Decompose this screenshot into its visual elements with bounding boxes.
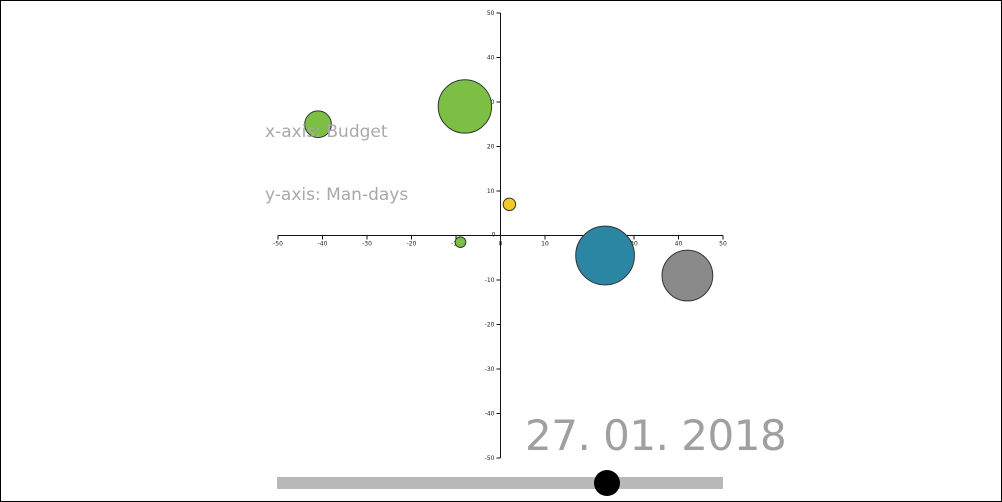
y-tick-label: -40 — [485, 411, 495, 418]
x-axis-note: x-axis: Budget — [265, 122, 388, 142]
x-tick-label: 50 — [719, 241, 727, 248]
y-tick-label: 10 — [487, 188, 495, 195]
x-tick-label: -20 — [407, 241, 417, 248]
timeline-slider-thumb[interactable] — [594, 470, 621, 496]
x-tick-label: -30 — [362, 241, 372, 248]
y-tick-label: 0 — [492, 232, 496, 239]
date-display: 27. 01. 2018 — [525, 411, 787, 460]
x-tick-label: 30 — [630, 241, 638, 248]
bubble — [502, 197, 517, 212]
x-tick-label: 40 — [675, 241, 683, 248]
y-tick-label: -20 — [485, 322, 495, 329]
bubble — [454, 236, 467, 249]
y-tick-label: -30 — [485, 366, 495, 373]
bubble — [661, 249, 714, 302]
y-tick-label: -50 — [485, 455, 495, 462]
x-tick-label: 0 — [499, 241, 503, 248]
x-tick-label: 10 — [541, 241, 549, 248]
y-tick-label: 20 — [487, 144, 495, 151]
x-tick-label: -50 — [273, 241, 283, 248]
y-axis-note: y-axis: Man-days — [265, 185, 409, 205]
bubble — [304, 110, 332, 139]
bubble — [437, 79, 493, 134]
x-tick-label: -40 — [318, 241, 328, 248]
bubble — [575, 225, 635, 286]
y-tick-label: 40 — [487, 55, 495, 62]
y-tick-label: 50 — [487, 10, 495, 17]
y-tick-label: -10 — [485, 277, 495, 284]
timeline-slider-track[interactable] — [277, 477, 723, 489]
